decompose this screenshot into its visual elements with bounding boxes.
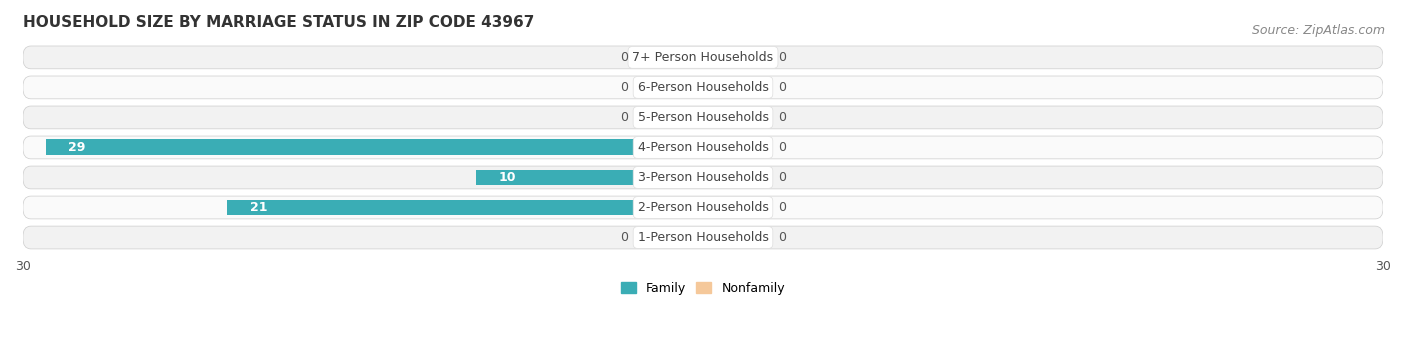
FancyBboxPatch shape — [22, 136, 1384, 159]
FancyBboxPatch shape — [22, 226, 1384, 249]
Text: 7+ Person Households: 7+ Person Households — [633, 51, 773, 64]
Bar — [45, 139, 703, 155]
FancyBboxPatch shape — [22, 196, 1384, 219]
Bar — [703, 199, 759, 216]
Text: 0: 0 — [778, 111, 786, 124]
Bar — [703, 79, 759, 95]
Bar — [703, 109, 759, 125]
Text: 4-Person Households: 4-Person Households — [637, 141, 769, 154]
Bar — [647, 79, 703, 95]
Bar — [477, 169, 703, 186]
Text: 5-Person Households: 5-Person Households — [637, 111, 769, 124]
Text: 0: 0 — [778, 231, 786, 244]
FancyBboxPatch shape — [22, 166, 1384, 189]
Legend: Family, Nonfamily: Family, Nonfamily — [621, 282, 785, 295]
Text: 10: 10 — [499, 171, 516, 184]
Text: 0: 0 — [778, 171, 786, 184]
FancyBboxPatch shape — [22, 76, 1384, 99]
Text: 0: 0 — [620, 111, 628, 124]
Text: 0: 0 — [778, 51, 786, 64]
Text: 0: 0 — [620, 81, 628, 94]
FancyBboxPatch shape — [22, 46, 1384, 69]
Bar — [703, 229, 759, 246]
Text: 29: 29 — [69, 141, 86, 154]
Text: 1-Person Households: 1-Person Households — [637, 231, 769, 244]
Text: 2-Person Households: 2-Person Households — [637, 201, 769, 214]
Text: Source: ZipAtlas.com: Source: ZipAtlas.com — [1251, 24, 1385, 37]
Text: 0: 0 — [778, 141, 786, 154]
Bar — [647, 229, 703, 246]
Bar — [226, 199, 703, 216]
Text: 0: 0 — [620, 231, 628, 244]
Text: 0: 0 — [620, 51, 628, 64]
Text: 3-Person Households: 3-Person Households — [637, 171, 769, 184]
Text: 6-Person Households: 6-Person Households — [637, 81, 769, 94]
Bar — [647, 49, 703, 65]
Text: 21: 21 — [250, 201, 267, 214]
Bar — [703, 169, 759, 186]
Text: 0: 0 — [778, 201, 786, 214]
FancyBboxPatch shape — [22, 106, 1384, 129]
Text: HOUSEHOLD SIZE BY MARRIAGE STATUS IN ZIP CODE 43967: HOUSEHOLD SIZE BY MARRIAGE STATUS IN ZIP… — [22, 15, 534, 30]
Bar — [703, 49, 759, 65]
Bar — [647, 109, 703, 125]
Text: 0: 0 — [778, 81, 786, 94]
Bar — [703, 139, 759, 155]
